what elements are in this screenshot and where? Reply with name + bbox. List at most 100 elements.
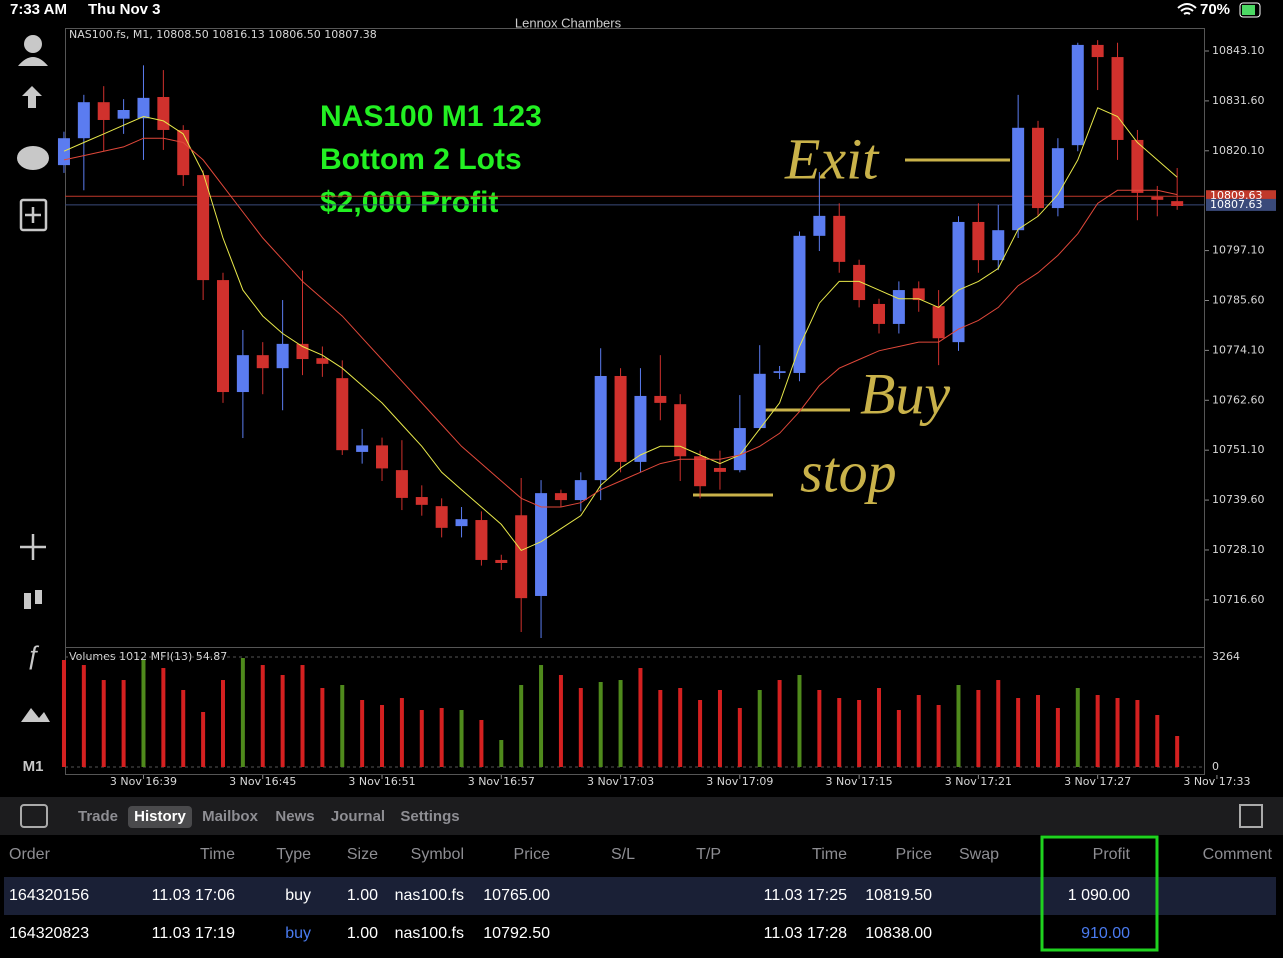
chart-type-icon[interactable] bbox=[24, 593, 31, 609]
column-header: Profit bbox=[1093, 846, 1131, 863]
volume-bar bbox=[1115, 698, 1120, 767]
candle-body bbox=[137, 97, 150, 119]
candle-body bbox=[415, 497, 428, 505]
table-cell: 11.03 17:25 bbox=[764, 887, 847, 904]
new-order-icon[interactable] bbox=[19, 198, 48, 232]
sidebar: ƒ M1 bbox=[17, 35, 50, 775]
column-header: Swap bbox=[959, 846, 999, 863]
table-cell: 11.03 17:19 bbox=[152, 925, 235, 942]
volume-bar bbox=[519, 685, 524, 767]
volume-bar bbox=[181, 689, 186, 767]
column-header: T/P bbox=[696, 846, 721, 863]
table-cell: 1.00 bbox=[347, 887, 378, 904]
candle-body bbox=[356, 445, 369, 452]
candle-body bbox=[654, 395, 667, 403]
x-tick-label: 3 Nov 17:27 bbox=[1064, 775, 1131, 788]
candle-body bbox=[952, 221, 965, 343]
annotation: Bottom 2 Lots bbox=[320, 143, 522, 176]
volume-bar bbox=[936, 704, 941, 767]
table-cell: buy bbox=[285, 887, 311, 904]
y-tick-label: 10774.10 bbox=[1212, 343, 1265, 356]
volume-bar bbox=[857, 700, 862, 767]
candle-body bbox=[733, 428, 746, 471]
candle-body bbox=[753, 373, 766, 429]
volume-bar bbox=[220, 680, 225, 767]
y-tick-label: 10762.60 bbox=[1212, 393, 1265, 406]
candle-body bbox=[336, 378, 349, 451]
candle-body bbox=[1071, 44, 1084, 146]
candle-body bbox=[276, 343, 289, 369]
volume-bar bbox=[876, 688, 881, 767]
volume-bar bbox=[1155, 714, 1160, 767]
candle-body bbox=[117, 110, 130, 119]
candle-body bbox=[674, 404, 687, 457]
table-cell: buy bbox=[285, 925, 311, 942]
tab-active-bg bbox=[128, 806, 192, 828]
volume-bar bbox=[558, 674, 563, 767]
tab[interactable]: Journal bbox=[331, 808, 385, 825]
x-tick-label: 3 Nov 17:03 bbox=[587, 775, 654, 788]
table-cell: 10792.50 bbox=[483, 925, 550, 942]
y-tick-label: 10820.10 bbox=[1212, 144, 1265, 157]
volume-title: Volumes 1012 MFI(13) 54.87 bbox=[69, 650, 227, 663]
account-icon[interactable] bbox=[24, 35, 42, 53]
candle-body bbox=[1012, 127, 1025, 231]
candle-body bbox=[1131, 139, 1144, 193]
candle-body bbox=[97, 102, 110, 120]
candle-body bbox=[1151, 196, 1164, 200]
candle-body bbox=[197, 175, 210, 281]
indicators-icon[interactable]: ƒ bbox=[26, 640, 40, 670]
battery-icon bbox=[1239, 2, 1261, 18]
table-cell: 1 090.00 bbox=[1068, 887, 1130, 904]
volume-bar bbox=[340, 685, 345, 767]
x-tick-label: 3 Nov 17:21 bbox=[945, 775, 1012, 788]
volume-bar bbox=[1135, 700, 1140, 767]
tab[interactable]: Settings bbox=[400, 808, 459, 825]
tab[interactable]: Trade bbox=[78, 808, 118, 825]
candle-body bbox=[216, 280, 229, 393]
tab[interactable]: Mailbox bbox=[202, 808, 258, 825]
annotation: $2,000 Profit bbox=[320, 186, 498, 219]
candle-body bbox=[236, 355, 249, 393]
handwriting: stop bbox=[800, 439, 897, 504]
column-header: Price bbox=[896, 846, 933, 863]
volume-bar bbox=[101, 680, 106, 767]
x-tick-label: 3 Nov 16:57 bbox=[468, 775, 535, 788]
trade-icon[interactable] bbox=[22, 86, 42, 108]
table-cell: 11.03 17:28 bbox=[764, 925, 847, 942]
candle-body bbox=[435, 506, 448, 528]
candle-body bbox=[256, 355, 269, 369]
candle-body bbox=[495, 559, 508, 563]
table-cell: 10838.00 bbox=[865, 925, 932, 942]
volume-bar bbox=[996, 680, 1001, 767]
candle-body bbox=[1032, 127, 1045, 209]
volume-bar bbox=[1095, 695, 1100, 767]
volume-tick-label: 3264 bbox=[1212, 650, 1240, 663]
candle-body bbox=[1171, 201, 1184, 206]
objects-icon[interactable] bbox=[21, 708, 50, 722]
column-header: S/L bbox=[611, 846, 635, 863]
volume-bar bbox=[499, 740, 504, 767]
volume-bar bbox=[240, 658, 245, 767]
candle-body bbox=[813, 215, 826, 236]
candle-body bbox=[932, 306, 945, 339]
timeframe[interactable]: M1 bbox=[23, 758, 44, 775]
crosshair-icon[interactable] bbox=[20, 534, 46, 560]
app-title: Lennox Chambers bbox=[515, 15, 622, 30]
tab-bar bbox=[0, 797, 1283, 835]
calendar-icon[interactable] bbox=[20, 804, 48, 828]
volume-bar bbox=[1055, 707, 1060, 767]
volume-bar bbox=[439, 707, 444, 767]
candle-body bbox=[475, 520, 488, 560]
candle-body bbox=[853, 264, 866, 301]
tab[interactable]: History bbox=[134, 808, 186, 825]
chat-icon[interactable] bbox=[17, 146, 49, 170]
candle-body bbox=[614, 375, 627, 462]
column-header: Order bbox=[9, 846, 51, 863]
layout-icon[interactable] bbox=[1239, 804, 1263, 828]
y-tick-label: 10785.60 bbox=[1212, 293, 1265, 306]
tab[interactable]: News bbox=[275, 808, 314, 825]
candle-body bbox=[972, 221, 985, 261]
table-cell: 164320156 bbox=[9, 887, 89, 904]
